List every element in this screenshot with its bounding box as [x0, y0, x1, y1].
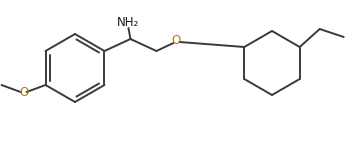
Text: O: O — [172, 34, 181, 48]
Text: O: O — [19, 87, 28, 100]
Text: NH₂: NH₂ — [117, 16, 139, 29]
